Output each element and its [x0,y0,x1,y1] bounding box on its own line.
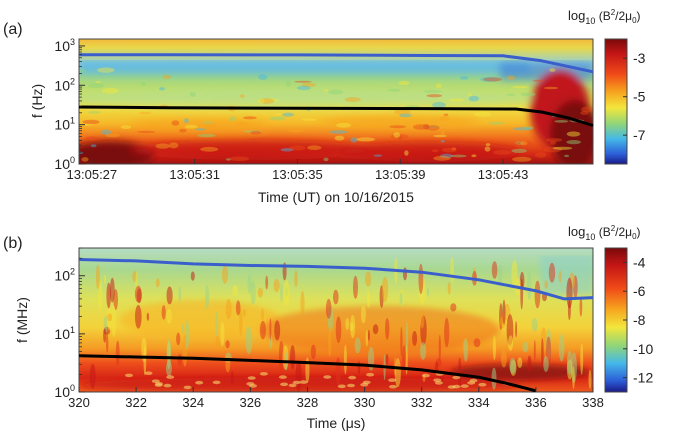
panel-a-xtick-label: 13:05:43 [478,167,529,182]
panel-b-colorbar-tick-label: -12 [633,370,653,386]
panel-b-ytick-label: 102 [54,267,75,284]
panel-b-xtick-label: 324 [182,395,204,410]
panel-a-label: (a) [3,21,23,38]
panel-a-curve-0 [79,53,594,74]
panel-b-xlabel: Time (μs) [307,415,366,431]
panel-a-ytick-label: 102 [54,76,75,93]
panel-a-xtick-label: 13:05:39 [375,167,426,182]
panel-a-colorbar-tick-label: -7 [633,127,646,143]
panel-a-xlabel: Time (UT) on 10/16/2015 [258,189,414,205]
panel-a-xtick-label: 13:05:27 [67,167,118,182]
panel-b-label: (b) [3,235,23,252]
panel-a-ytick-label: 101 [54,116,75,133]
panel-a-ytick-label: 103 [54,37,75,54]
panel-b-xtick-label: 338 [582,395,604,410]
panel-a-colorbar-tick-label: -5 [633,89,646,105]
panel-a-curve-1 [78,105,594,127]
panel-b-xtick-label: 330 [354,395,376,410]
panel-a-xtick-label: 13:05:35 [272,167,323,182]
panel-b-xtick-label: 320 [68,395,90,410]
panel-b-xtick-label: 334 [468,395,490,410]
panel-b-ylabel: f (MHz) [14,297,30,343]
panel-b-ytick-label: 100 [54,383,75,400]
panel-b-xtick-label: 336 [525,395,547,410]
panel-b-xtick-label: 322 [125,395,147,410]
panel-a-ylabel: f (Hz) [29,84,45,118]
panel-b-colorbar-tick-label: -4 [633,254,646,270]
panel-b-xtick-label: 332 [411,395,433,410]
panel-b-colorbar-title: log10 (B2/2μ0) [568,224,641,242]
panel-a-colorbar [604,38,628,165]
panel-b-colorbar-tick-label: -6 [633,283,646,299]
panel-b-heatmap [79,248,593,392]
panel-b-ytick-label: 101 [54,325,75,342]
panel-a-heatmap [79,39,593,164]
panel-b-colorbar-tick-label: -8 [633,312,646,328]
panel-a-ytick-label: 100 [54,155,75,172]
panel-b-xtick-label: 328 [297,395,319,410]
panel-b-curve-1 [78,354,537,393]
panel-a-colorbar-tick-label: -3 [633,50,646,66]
panel-b-curve-0 [78,258,594,301]
panel-b-colorbar-tick-label: -10 [633,341,653,357]
panel-a-xtick-label: 13:05:31 [169,167,220,182]
panel-a-colorbar-title: log10 (B2/2μ0) [568,8,641,26]
panel-b-xtick-label: 326 [239,395,261,410]
